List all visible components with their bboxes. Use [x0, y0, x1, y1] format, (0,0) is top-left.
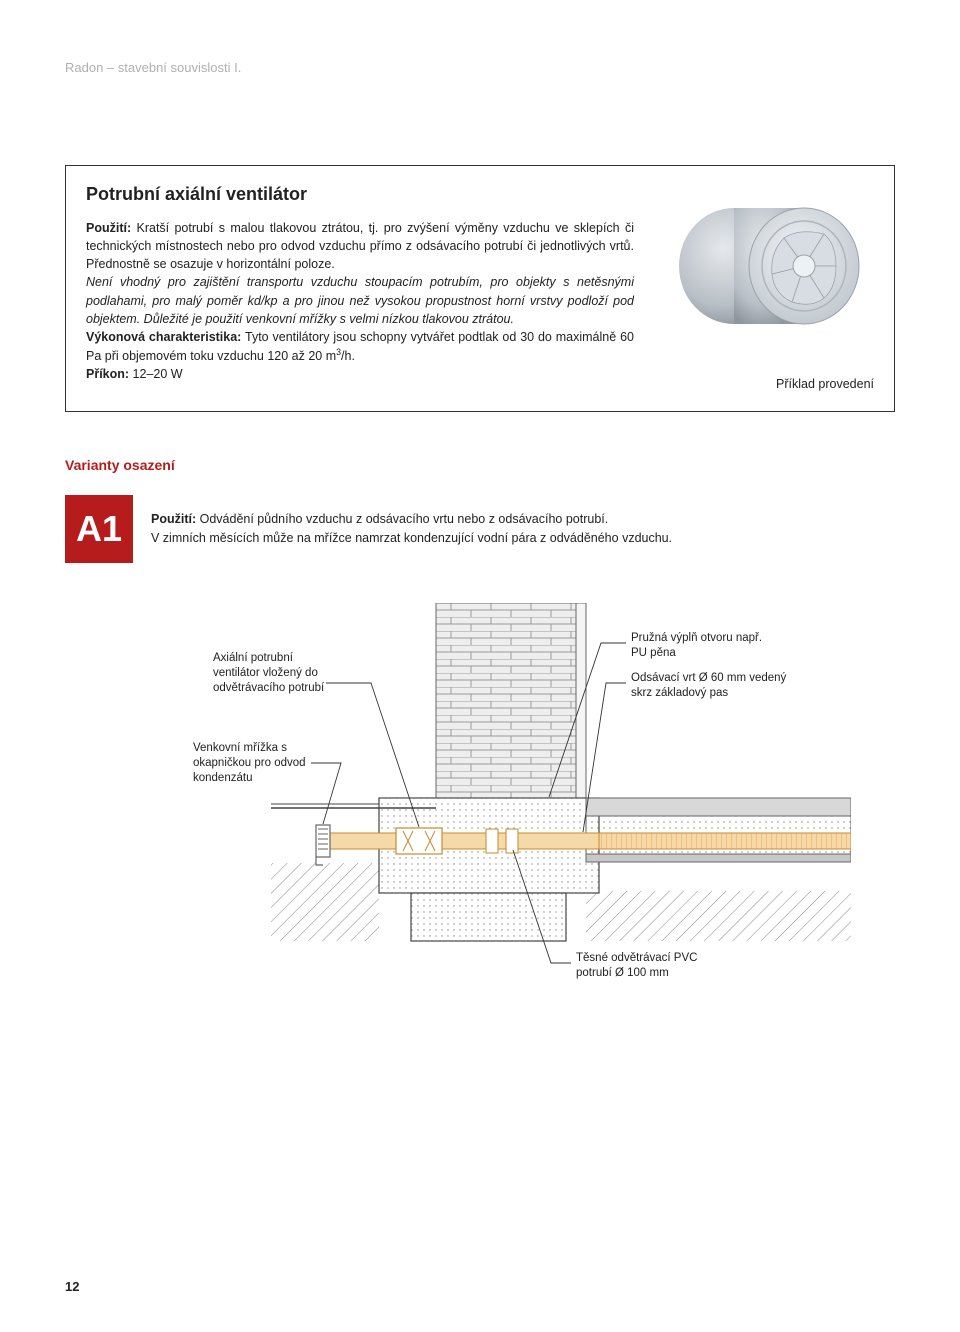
document-header: Radon – stavební souvislosti I.	[65, 60, 895, 75]
product-title: Potrubní axiální ventilátor	[86, 184, 634, 205]
image-caption: Příklad provedení	[654, 377, 874, 391]
variant-use-label: Použití:	[151, 512, 196, 526]
variant-description: Použití: Odvádění půdního vzduchu z odsá…	[151, 510, 672, 548]
technical-diagram: Axiální potrubní ventilátor vložený do o…	[151, 603, 851, 993]
variant-row: A1 Použití: Odvádění půdního vzduchu z o…	[65, 495, 895, 563]
variant-badge: A1	[65, 495, 133, 563]
diagram-label-pvc: Těsné odvětrávací PVC potrubí Ø 100 mm	[576, 951, 726, 981]
variant-line1: Odvádění půdního vzduchu z odsávacího vr…	[196, 512, 608, 526]
product-box: Potrubní axiální ventilátor Použití: Kra…	[65, 165, 895, 412]
product-image-column: Příklad provedení	[654, 184, 874, 391]
fan-illustration-icon	[664, 184, 864, 349]
diagram-label-grille: Venkovní mřížka s okapničkou pro odvod k…	[193, 741, 313, 786]
power-paragraph: Příkon: 12–20 W	[86, 365, 634, 383]
usage-label: Použití:	[86, 221, 131, 235]
power-label: Příkon:	[86, 367, 129, 381]
diagram-label-drill: Odsávací vrt Ø 60 mm vedený skrz základo…	[631, 671, 801, 701]
performance-label: Výkonová charakteristika:	[86, 330, 241, 344]
performance-unit: /h.	[341, 349, 355, 363]
usage-paragraph: Použití: Kratší potrubí s malou tlakovou…	[86, 219, 634, 273]
usage-text: Kratší potrubí s malou tlakovou ztrátou,…	[86, 221, 634, 271]
variants-heading: Varianty osazení	[65, 457, 895, 473]
variant-line2: V zimních měsících může na mřížce namrza…	[151, 531, 672, 545]
diagram-label-fan: Axiální potrubní ventilátor vložený do o…	[213, 651, 328, 696]
diagram-label-foam: Pružná výplň otvoru např. PU pěna	[631, 631, 781, 661]
power-text: 12–20 W	[129, 367, 183, 381]
page-number: 12	[65, 1279, 79, 1294]
warning-paragraph: Není vhodný pro zajištění transportu vzd…	[86, 273, 634, 327]
product-text-column: Potrubní axiální ventilátor Použití: Kra…	[86, 184, 634, 391]
performance-paragraph: Výkonová charakteristika: Tyto ventiláto…	[86, 328, 634, 365]
